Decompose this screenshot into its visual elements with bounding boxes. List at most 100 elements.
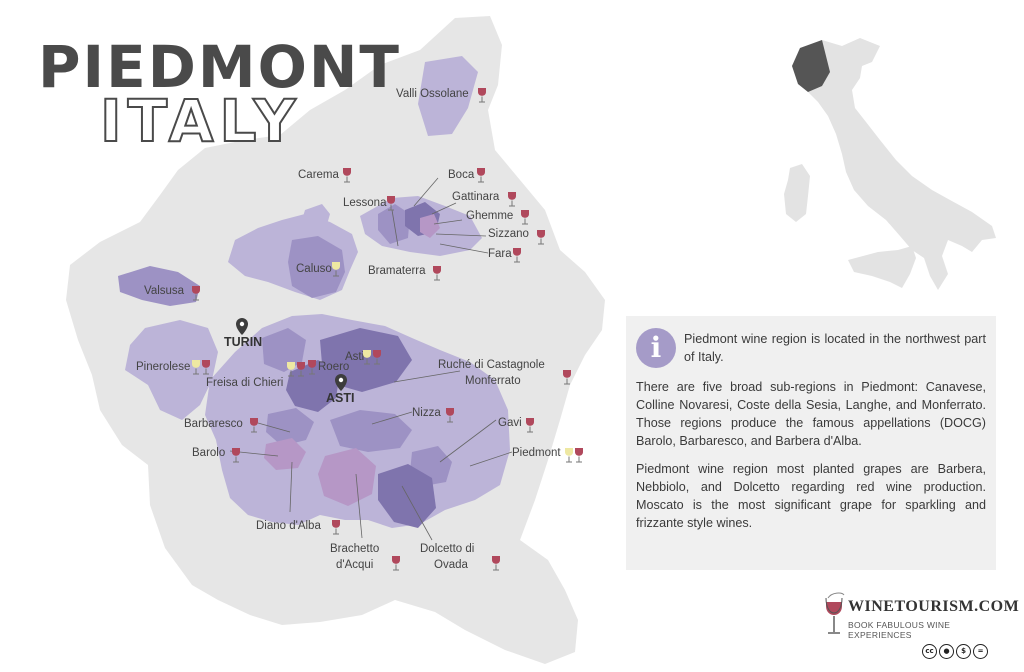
red-wine-glass-icon xyxy=(563,370,571,385)
red-wine-glass-icon xyxy=(492,556,500,571)
brand-tagline: BOOK FABULOUS WINE EXPERIENCES xyxy=(848,620,951,640)
red-wine-glass-icon xyxy=(537,230,545,245)
label-ruche-text: Ruché di Castagnole xyxy=(438,359,545,371)
label-ruche: Ruché di Castagnole Monferrato xyxy=(438,359,548,387)
italy-piedmont-highlight xyxy=(792,40,830,92)
city-label-turin: TURIN xyxy=(224,335,262,349)
info-paragraph-3: Piedmont wine region most planted grapes… xyxy=(636,462,986,530)
page-title: PIEDMONT xyxy=(38,33,401,101)
area-valli-ossolane xyxy=(418,56,478,136)
label-gavi: Gavi xyxy=(498,417,522,429)
label-carema: Carema xyxy=(298,169,340,181)
red-wine-glass-icon xyxy=(250,418,258,433)
area-barolo xyxy=(264,438,306,470)
red-wine-glass-icon xyxy=(446,408,454,423)
area-pinerolese xyxy=(125,320,218,420)
info-panel: i Piedmont wine region is located in the… xyxy=(626,316,996,570)
label-brachetto: Brachetto d'Acqui xyxy=(330,543,382,571)
brand-logo[interactable]: WINETOURISM.COM BOOK FABULOUS WINE EXPER… xyxy=(820,592,1019,640)
red-wine-glass-icon xyxy=(575,448,583,463)
area-ghemme xyxy=(420,214,440,238)
red-wine-glass-icon xyxy=(232,448,240,463)
label-piedmont: Piedmont xyxy=(512,447,561,459)
label-pinerolese: Pinerolese xyxy=(136,361,190,373)
cc-icon: cc xyxy=(922,644,937,659)
info-icon: i xyxy=(636,328,676,368)
label-barbaresco: Barbaresco xyxy=(184,418,243,430)
red-wine-glass-icon xyxy=(392,556,400,571)
label-ruche-text-2: Monferrato xyxy=(465,375,521,387)
area-caluso xyxy=(288,236,345,298)
area-nizza xyxy=(330,410,412,452)
area-valsusa xyxy=(118,266,200,306)
labels: TURIN ASTI Valli Ossolane Carema Boca Le… xyxy=(136,88,561,571)
label-freisa-di-chieri: Freisa di Chieri xyxy=(206,377,283,389)
red-wine-glass-icon xyxy=(308,360,316,375)
wine-glass-logo-icon xyxy=(825,592,845,634)
white-wine-glass-icon xyxy=(192,360,200,375)
label-lessona: Lessona xyxy=(343,197,387,209)
nd-icon: = xyxy=(973,644,988,659)
red-wine-glass-icon xyxy=(202,360,210,375)
italy-sardinia xyxy=(784,164,810,222)
area-roero xyxy=(286,360,340,412)
red-wine-glass-icon xyxy=(521,210,529,225)
label-caluso: Caluso xyxy=(296,263,332,275)
info-paragraph-2: There are five broad sub-regions in Pied… xyxy=(636,380,986,448)
label-roero: Roero xyxy=(318,361,349,373)
red-wine-glass-icon xyxy=(343,168,351,183)
label-asti: Asti xyxy=(345,351,364,363)
area-brachetto xyxy=(318,448,376,506)
label-dolcetto-text: Dolcetto di xyxy=(420,543,474,555)
label-sizzano: Sizzano xyxy=(488,228,529,240)
red-wine-glass-icon xyxy=(387,196,395,211)
license-badges[interactable]: cc ● $ = xyxy=(922,644,988,659)
label-gattinara: Gattinara xyxy=(452,191,500,203)
italy-locator-map xyxy=(784,38,996,290)
label-brachetto-text-2: d'Acqui xyxy=(336,559,373,571)
label-dolcetto-ovada: Dolcetto di Ovada xyxy=(420,543,478,571)
info-paragraph-1: Piedmont wine region is located in the n… xyxy=(684,332,986,364)
red-wine-glass-icon xyxy=(332,520,340,535)
city-markers xyxy=(236,318,347,391)
label-diano-dalba: Diano d'Alba xyxy=(256,520,321,532)
label-boca: Boca xyxy=(448,169,475,181)
label-dolcetto-text-2: Ovada xyxy=(434,559,468,571)
red-wine-glass-icon xyxy=(478,88,486,103)
label-valli-ossolane: Valli Ossolane xyxy=(396,88,469,100)
nc-icon: $ xyxy=(956,644,971,659)
red-wine-glass-icon xyxy=(526,418,534,433)
white-wine-glass-icon xyxy=(363,350,371,365)
area-barbaresco xyxy=(266,408,314,446)
red-wine-glass-icon xyxy=(477,168,485,183)
red-wine-glass-icon xyxy=(373,350,381,365)
wine-glass-icons xyxy=(192,88,583,571)
area-freisa-di-chieri xyxy=(262,328,306,372)
red-wine-glass-icon xyxy=(433,266,441,281)
label-valsusa: Valsusa xyxy=(144,285,185,297)
asti-marker xyxy=(335,374,347,391)
brand-name: WINETOURISM.COM xyxy=(848,598,1020,615)
italy-mainland xyxy=(792,38,996,290)
info-header: i Piedmont wine region is located in the… xyxy=(636,328,986,368)
label-ghemme: Ghemme xyxy=(466,210,513,222)
page-subtitle: ITALY xyxy=(99,87,302,155)
label-brachetto-text: Brachetto xyxy=(330,543,379,555)
white-wine-glass-icon xyxy=(565,448,573,463)
wine-areas xyxy=(118,56,510,528)
white-wine-glass-icon xyxy=(332,262,340,277)
red-wine-glass-icon xyxy=(297,362,305,377)
area-dolcetto-ovada xyxy=(378,464,436,528)
red-wine-glass-icon xyxy=(513,248,521,263)
label-nizza: Nizza xyxy=(412,407,441,419)
italy-sicily xyxy=(848,246,916,288)
city-label-asti: ASTI xyxy=(326,391,354,405)
white-wine-glass-icon xyxy=(287,362,295,377)
label-barolo: Barolo xyxy=(192,447,225,459)
label-bramaterra: Bramaterra xyxy=(368,265,426,277)
red-wine-glass-icon xyxy=(508,192,516,207)
by-icon: ● xyxy=(939,644,954,659)
red-wine-glass-icon xyxy=(192,286,200,301)
label-fara: Fara xyxy=(488,248,512,260)
